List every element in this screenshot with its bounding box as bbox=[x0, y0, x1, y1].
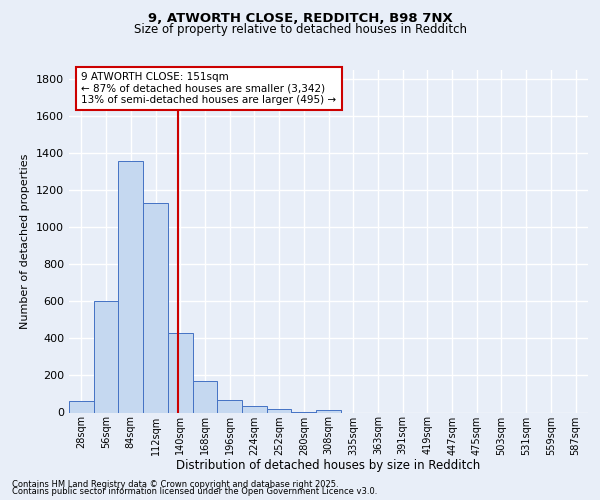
Text: Size of property relative to detached houses in Redditch: Size of property relative to detached ho… bbox=[133, 22, 467, 36]
Bar bbox=[217, 400, 242, 412]
Y-axis label: Number of detached properties: Number of detached properties bbox=[20, 154, 31, 329]
Text: Contains HM Land Registry data © Crown copyright and database right 2025.: Contains HM Land Registry data © Crown c… bbox=[12, 480, 338, 489]
Bar bbox=[316, 410, 341, 412]
Text: 9, ATWORTH CLOSE, REDDITCH, B98 7NX: 9, ATWORTH CLOSE, REDDITCH, B98 7NX bbox=[148, 12, 452, 26]
Bar bbox=[118, 160, 143, 412]
Bar bbox=[267, 409, 292, 412]
Bar bbox=[94, 302, 118, 412]
Bar bbox=[69, 402, 94, 412]
Bar bbox=[193, 381, 217, 412]
Bar bbox=[242, 406, 267, 412]
Bar bbox=[168, 333, 193, 412]
Text: 9 ATWORTH CLOSE: 151sqm
← 87% of detached houses are smaller (3,342)
13% of semi: 9 ATWORTH CLOSE: 151sqm ← 87% of detache… bbox=[82, 72, 337, 105]
X-axis label: Distribution of detached houses by size in Redditch: Distribution of detached houses by size … bbox=[176, 459, 481, 472]
Text: Contains public sector information licensed under the Open Government Licence v3: Contains public sector information licen… bbox=[12, 487, 377, 496]
Bar bbox=[143, 204, 168, 412]
